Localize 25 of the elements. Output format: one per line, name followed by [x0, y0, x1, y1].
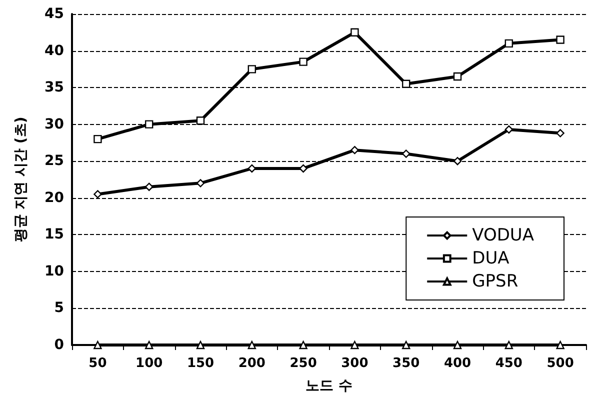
- y-axis-title: 평균 지연 시간 (초): [13, 116, 29, 242]
- y-tick-label: 15: [44, 226, 64, 243]
- y-tick-label: 35: [44, 80, 64, 96]
- x-tick-label: 150: [186, 356, 214, 371]
- x-tick-label: 100: [136, 356, 163, 371]
- y-tick-label: 45: [44, 6, 64, 22]
- x-tick-label: 400: [444, 356, 472, 371]
- x-tick-label: 200: [238, 356, 266, 371]
- y-tick-label: 25: [44, 153, 64, 170]
- legend-label: DUA: [472, 248, 510, 268]
- legend-label: VODUA: [472, 226, 534, 246]
- x-tick-label: 450: [495, 356, 522, 371]
- x-tick-label: 500: [546, 356, 574, 371]
- x-tick-label: 250: [290, 356, 317, 371]
- y-tick-label: 0: [54, 337, 64, 353]
- y-tick-label: 30: [44, 116, 64, 132]
- y-tick-label: 40: [44, 42, 64, 59]
- y-tick-label: 5: [54, 300, 64, 316]
- y-tick-label: 10: [44, 263, 64, 280]
- x-tick-label: 300: [341, 356, 368, 371]
- legend-label: GPSR: [472, 272, 518, 292]
- x-tick-label: 350: [392, 356, 420, 371]
- y-tick-label: 20: [44, 190, 64, 206]
- x-tick-label: 50: [88, 356, 107, 371]
- x-axis-title: 노드 수: [306, 378, 352, 394]
